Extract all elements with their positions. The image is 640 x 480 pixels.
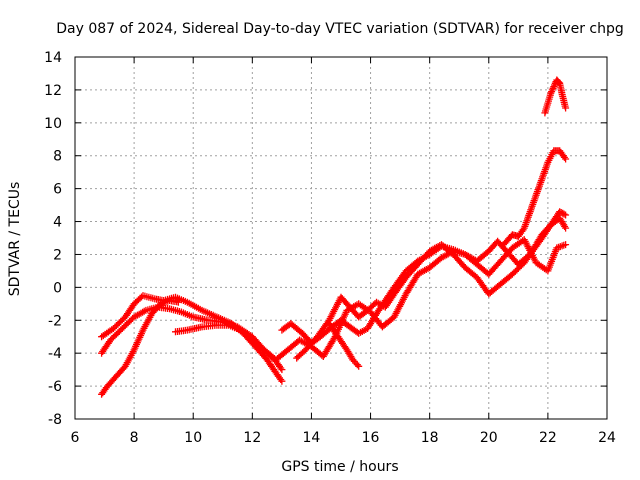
- series-markers: [325, 320, 363, 370]
- x-tick-label: 18: [421, 430, 439, 446]
- y-tick-label: 6: [53, 182, 62, 198]
- plot-border: [74, 56, 608, 420]
- y-tick-label: 8: [53, 149, 62, 165]
- y-tick-label: 2: [53, 247, 62, 263]
- series-markers: [541, 76, 570, 117]
- y-tick-label: 14: [44, 50, 62, 66]
- y-tick-label: -4: [48, 346, 62, 362]
- series-track-9: [541, 76, 570, 117]
- series-track-8: [500, 147, 570, 249]
- chart-title: Day 087 of 2024, Sidereal Day-to-day VTE…: [56, 21, 624, 37]
- series-markers: [98, 297, 182, 398]
- x-tick-label: 6: [71, 430, 80, 446]
- series-track-7: [325, 320, 363, 370]
- y-tick-label: -2: [48, 313, 62, 329]
- y-tick-label: 12: [44, 83, 62, 99]
- x-axis-label: GPS time / hours: [281, 459, 398, 475]
- series-track-3: [98, 297, 182, 398]
- y-tick-label: -6: [48, 379, 62, 395]
- x-tick-label: 12: [243, 430, 261, 446]
- y-tick-label: 4: [53, 215, 62, 231]
- x-tick-label: 24: [598, 430, 616, 446]
- data-points: [98, 76, 570, 398]
- x-tick-label: 10: [184, 430, 202, 446]
- x-tick-label: 8: [130, 430, 139, 446]
- x-tick-label: 14: [303, 430, 321, 446]
- y-tick-label: 10: [44, 116, 62, 132]
- y-tick-label: 0: [53, 280, 62, 296]
- y-axis-label: SDTVAR / TECUs: [7, 182, 23, 297]
- y-tick-label: -8: [48, 412, 62, 428]
- x-tick-label: 20: [480, 430, 498, 446]
- x-tick-label: 16: [362, 430, 380, 446]
- x-tick-label: 22: [539, 430, 557, 446]
- series-markers: [500, 147, 570, 249]
